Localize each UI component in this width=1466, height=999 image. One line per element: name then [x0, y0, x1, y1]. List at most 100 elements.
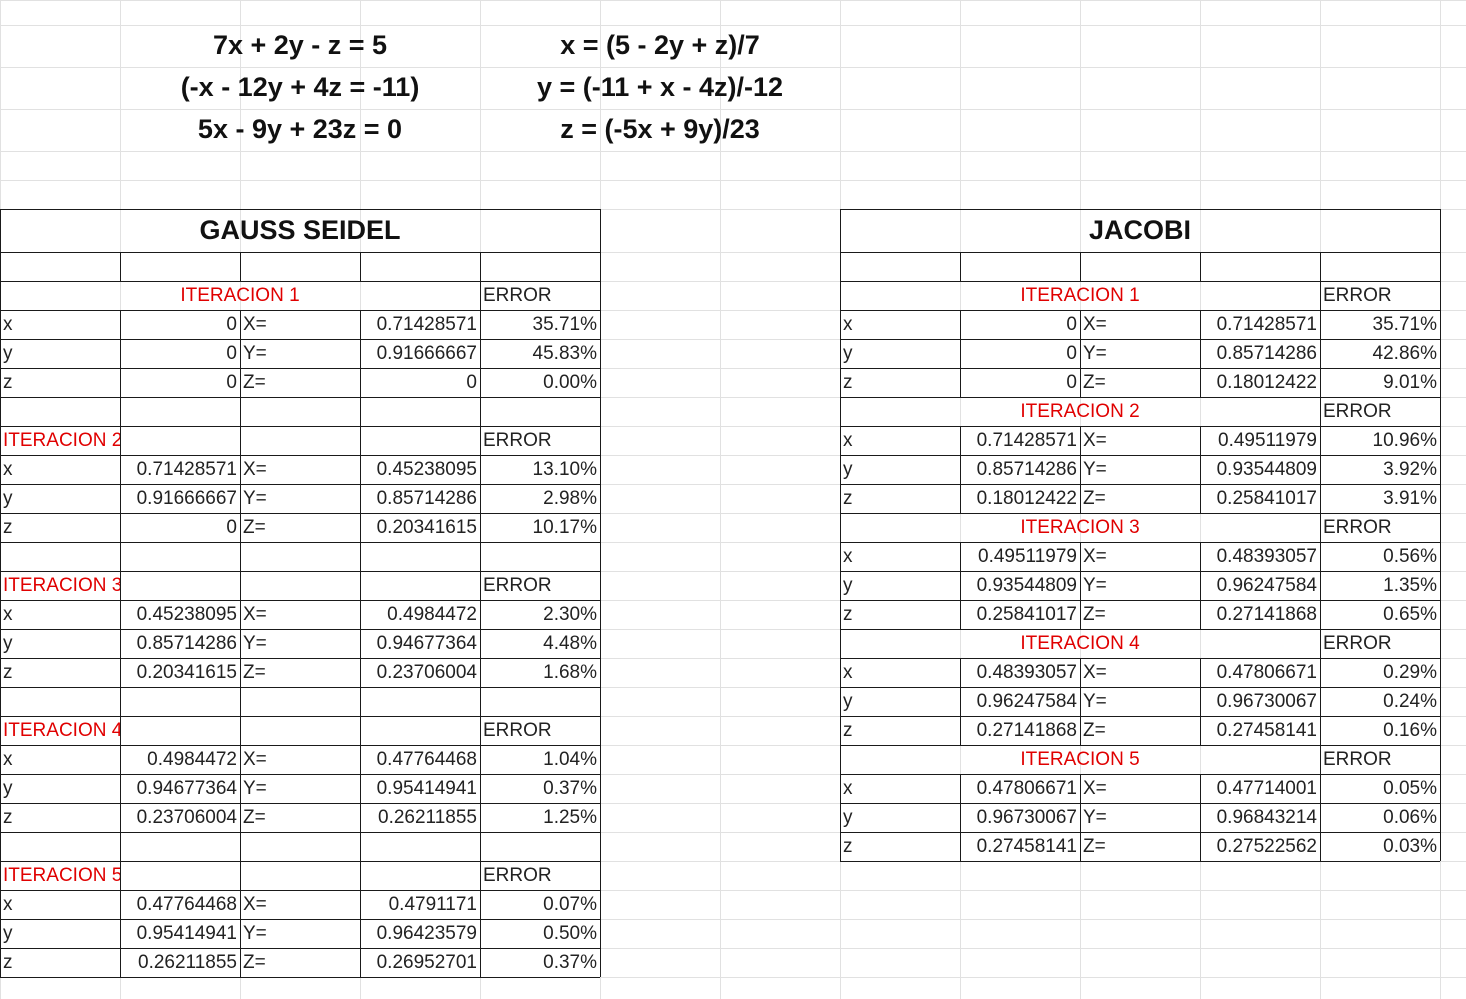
variable-cell[interactable]: y	[843, 807, 853, 828]
variable-cell[interactable]: x	[843, 546, 853, 567]
variable-cell[interactable]: y	[3, 343, 13, 364]
error-value-cell[interactable]: 9.01%	[1383, 372, 1437, 393]
error-header[interactable]: ERROR	[1323, 749, 1392, 770]
iteration-label[interactable]: ITERACION 2	[3, 430, 120, 451]
variable-cell[interactable]: z	[3, 662, 13, 683]
equation-label-cell[interactable]: X=	[1083, 662, 1107, 683]
previous-value-cell[interactable]: 0.49511979	[978, 546, 1077, 567]
equation-label-cell[interactable]: Z=	[1083, 372, 1106, 393]
iteration-label[interactable]: ITERACION 1	[1020, 285, 1140, 306]
variable-cell[interactable]: y	[3, 778, 13, 799]
error-value-cell[interactable]: 1.04%	[543, 749, 597, 770]
iteration-label[interactable]: ITERACION 2	[1020, 401, 1140, 422]
iteration-label[interactable]: ITERACION 1	[180, 285, 300, 306]
variable-cell[interactable]: x	[843, 778, 853, 799]
error-value-cell[interactable]: 45.83%	[532, 343, 597, 364]
error-value-cell[interactable]: 0.05%	[1383, 778, 1437, 799]
new-value-cell[interactable]: 0.26952701	[376, 952, 477, 973]
variable-cell[interactable]: y	[843, 691, 853, 712]
previous-value-cell[interactable]: 0	[1066, 372, 1077, 393]
new-value-cell[interactable]: 0.48393057	[1216, 546, 1317, 567]
previous-value-cell[interactable]: 0.20341615	[136, 662, 237, 683]
equation-label-cell[interactable]: Z=	[243, 662, 266, 683]
equation-label-cell[interactable]: Y=	[1083, 459, 1107, 480]
error-value-cell[interactable]: 1.35%	[1383, 575, 1437, 596]
previous-value-cell[interactable]: 0	[1066, 343, 1077, 364]
iteration-label[interactable]: ITERACION 3	[3, 575, 120, 596]
new-value-cell[interactable]: 0	[466, 372, 477, 393]
variable-cell[interactable]: z	[843, 836, 853, 857]
error-value-cell[interactable]: 0.24%	[1383, 691, 1437, 712]
error-value-cell[interactable]: 0.56%	[1383, 546, 1437, 567]
previous-value-cell[interactable]: 0.94677364	[136, 778, 237, 799]
variable-cell[interactable]: z	[3, 952, 13, 973]
new-value-cell[interactable]: 0.4984472	[387, 604, 477, 625]
variable-cell[interactable]: z	[843, 488, 853, 509]
equation-label-cell[interactable]: X=	[243, 459, 267, 480]
new-value-cell[interactable]: 0.27141868	[1216, 604, 1317, 625]
error-value-cell[interactable]: 3.91%	[1383, 488, 1437, 509]
equation-label-cell[interactable]: X=	[1083, 430, 1107, 451]
error-value-cell[interactable]: 10.96%	[1372, 430, 1437, 451]
error-header[interactable]: ERROR	[483, 865, 552, 886]
error-value-cell[interactable]: 35.71%	[532, 314, 597, 335]
previous-value-cell[interactable]: 0.95414941	[136, 923, 237, 944]
new-value-cell[interactable]: 0.18012422	[1216, 372, 1317, 393]
variable-cell[interactable]: z	[3, 517, 13, 538]
error-header[interactable]: ERROR	[1323, 517, 1392, 538]
variable-cell[interactable]: y	[843, 459, 853, 480]
previous-value-cell[interactable]: 0.71428571	[976, 430, 1077, 451]
variable-cell[interactable]: z	[843, 372, 853, 393]
error-value-cell[interactable]: 0.29%	[1383, 662, 1437, 683]
previous-value-cell[interactable]: 0.85714286	[976, 459, 1077, 480]
previous-value-cell[interactable]: 0.18012422	[976, 488, 1077, 509]
variable-cell[interactable]: z	[3, 372, 13, 393]
error-header[interactable]: ERROR	[483, 720, 552, 741]
equation-label-cell[interactable]: X=	[243, 314, 267, 335]
error-value-cell[interactable]: 0.37%	[543, 952, 597, 973]
variable-cell[interactable]: x	[3, 459, 13, 480]
variable-cell[interactable]: z	[3, 807, 13, 828]
error-value-cell[interactable]: 42.86%	[1372, 343, 1437, 364]
equation-label-cell[interactable]: Y=	[1083, 807, 1107, 828]
new-value-cell[interactable]: 0.94677364	[376, 633, 477, 654]
error-value-cell[interactable]: 1.68%	[543, 662, 597, 683]
error-header[interactable]: ERROR	[1323, 633, 1392, 654]
new-value-cell[interactable]: 0.91666667	[376, 343, 477, 364]
previous-value-cell[interactable]: 0	[226, 517, 237, 538]
error-value-cell[interactable]: 0.06%	[1383, 807, 1437, 828]
previous-value-cell[interactable]: 0.93544809	[976, 575, 1077, 596]
equation-label-cell[interactable]: Y=	[243, 778, 267, 799]
previous-value-cell[interactable]: 0.91666667	[136, 488, 237, 509]
variable-cell[interactable]: z	[843, 604, 853, 625]
variable-cell[interactable]: z	[843, 720, 853, 741]
new-value-cell[interactable]: 0.27458141	[1216, 720, 1317, 741]
variable-cell[interactable]: y	[3, 488, 13, 509]
variable-cell[interactable]: y	[843, 575, 853, 596]
new-value-cell[interactable]: 0.96730067	[1216, 691, 1317, 712]
previous-value-cell[interactable]: 0	[226, 314, 237, 335]
error-value-cell[interactable]: 35.71%	[1372, 314, 1437, 335]
equation-label-cell[interactable]: Z=	[243, 952, 266, 973]
error-value-cell[interactable]: 2.30%	[543, 604, 597, 625]
new-value-cell[interactable]: 0.85714286	[1216, 343, 1317, 364]
new-value-cell[interactable]: 0.96843214	[1216, 807, 1317, 828]
previous-value-cell[interactable]: 0.71428571	[136, 459, 237, 480]
equation-label-cell[interactable]: Z=	[1083, 720, 1106, 741]
equation-label-cell[interactable]: Z=	[1083, 488, 1106, 509]
iteration-label[interactable]: ITERACION 4	[3, 720, 120, 741]
equation-label-cell[interactable]: Y=	[243, 343, 267, 364]
variable-cell[interactable]: x	[843, 314, 853, 335]
equation-label-cell[interactable]: Y=	[1083, 575, 1107, 596]
equation-label-cell[interactable]: X=	[1083, 314, 1107, 335]
previous-value-cell[interactable]: 0.23706004	[136, 807, 237, 828]
equation-label-cell[interactable]: X=	[1083, 778, 1107, 799]
equation-label-cell[interactable]: X=	[243, 749, 267, 770]
equation-label-cell[interactable]: Y=	[243, 488, 267, 509]
variable-cell[interactable]: x	[3, 749, 13, 770]
error-value-cell[interactable]: 0.65%	[1383, 604, 1437, 625]
previous-value-cell[interactable]: 0	[226, 372, 237, 393]
error-value-cell[interactable]: 0.16%	[1383, 720, 1437, 741]
variable-cell[interactable]: x	[843, 430, 853, 451]
error-value-cell[interactable]: 4.48%	[543, 633, 597, 654]
